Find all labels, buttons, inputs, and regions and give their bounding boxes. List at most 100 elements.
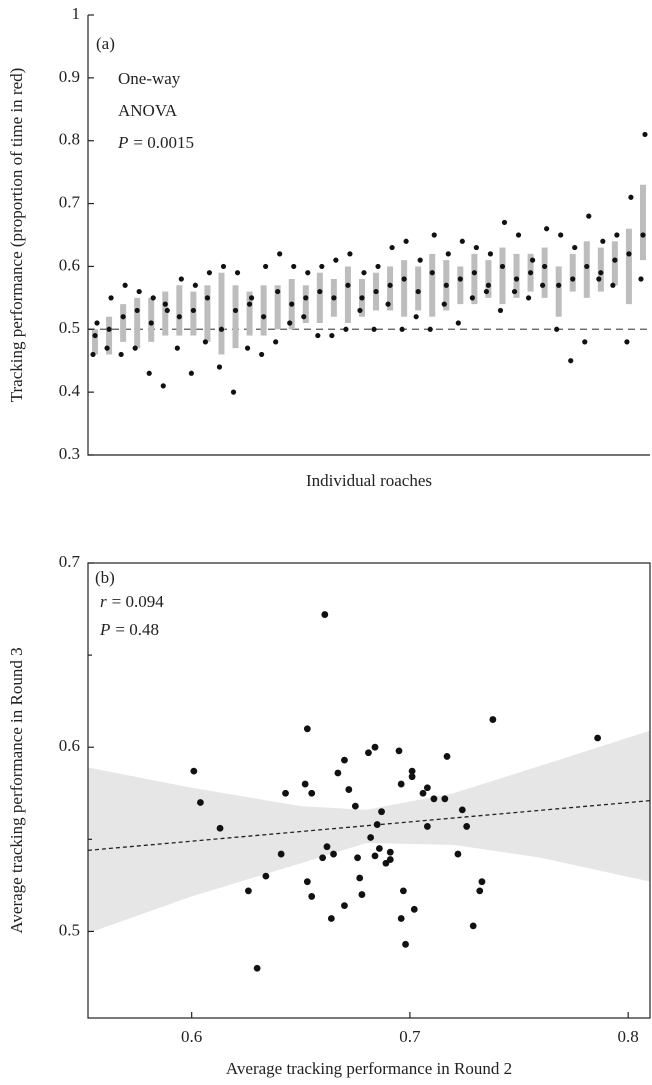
data-point [544, 226, 550, 232]
data-point [401, 276, 407, 282]
range-bar [583, 241, 590, 298]
data-point [413, 314, 419, 320]
data-point [136, 288, 142, 295]
y-tick-label: 0.7 [59, 192, 81, 211]
data-point [341, 756, 348, 764]
data-point [303, 725, 311, 733]
data-point [345, 282, 351, 288]
data-point [540, 282, 546, 288]
data-point [319, 854, 327, 862]
data-point [419, 789, 427, 797]
data-point [190, 767, 198, 775]
data-point [458, 806, 466, 814]
data-point [612, 257, 618, 263]
data-point [291, 263, 297, 270]
data-point [150, 295, 156, 301]
data-point [397, 780, 405, 788]
data-point [358, 891, 366, 898]
data-point [327, 915, 335, 922]
range-bar [625, 228, 632, 305]
range-bar [148, 297, 155, 342]
data-point [305, 270, 311, 276]
range-bar [218, 272, 225, 355]
x-tick-label: 0.6 [181, 1027, 202, 1046]
data-point [402, 940, 409, 948]
stat-value: = 0.094 [112, 592, 165, 611]
data-point [511, 288, 518, 295]
range-bar [302, 285, 309, 323]
data-point [497, 307, 504, 314]
data-point [301, 314, 307, 320]
data-point [529, 257, 536, 263]
stat-text: P = 0.0015 [117, 133, 194, 152]
data-point [642, 131, 648, 138]
y-tick-label: 0.9 [59, 67, 80, 86]
data-point [330, 850, 337, 858]
data-point [459, 238, 465, 244]
data-point [333, 257, 339, 263]
y-tick-label: 0.5 [59, 920, 80, 939]
confidence-band [88, 730, 650, 934]
data-point [365, 749, 372, 757]
data-point [387, 282, 393, 288]
range-bar [471, 253, 478, 305]
data-point [108, 295, 114, 301]
data-point [427, 326, 433, 332]
data-point [525, 295, 532, 301]
data-point [371, 326, 377, 332]
range-bar [611, 241, 618, 286]
data-point [148, 320, 154, 326]
data-point [610, 282, 616, 288]
data-point [542, 263, 548, 270]
data-point [178, 276, 184, 282]
data-point [568, 358, 574, 364]
y-tick-label: 0.5 [59, 318, 80, 337]
range-bar [457, 266, 464, 305]
range-bar [120, 304, 127, 342]
x-axis-label: Individual roaches [306, 471, 432, 490]
data-point [527, 270, 534, 276]
data-point [487, 251, 494, 257]
data-point [359, 295, 365, 301]
data-point [248, 295, 255, 301]
data-point [582, 339, 588, 345]
data-point [202, 339, 209, 345]
x-tick-label: 0.7 [399, 1027, 421, 1046]
data-point [323, 843, 331, 851]
stat-value: = 0.48 [115, 620, 159, 639]
panel-label: (a) [96, 34, 115, 53]
data-point [614, 232, 620, 238]
data-point [423, 784, 431, 792]
data-point [308, 789, 316, 797]
data-point [501, 219, 508, 226]
data-point [94, 320, 100, 326]
range-bar [429, 253, 436, 317]
stat-symbol: P [99, 620, 110, 639]
data-point [164, 307, 170, 314]
data-point [399, 326, 405, 332]
data-point [334, 769, 342, 777]
data-point [275, 288, 281, 295]
data-point [375, 845, 383, 852]
annotation: One-way [118, 69, 181, 88]
y-axis-label: Tracking performance (proportion of time… [7, 68, 26, 403]
data-point [301, 780, 309, 788]
range-bar [639, 184, 646, 261]
data-point [160, 383, 166, 389]
data-point [445, 251, 451, 257]
data-point [192, 282, 198, 288]
range-bar [162, 291, 169, 336]
data-point [483, 288, 490, 295]
data-point [263, 263, 269, 270]
data-point [246, 301, 253, 307]
stat-text: P = 0.48 [99, 620, 159, 639]
data-point [347, 251, 353, 257]
data-point [455, 320, 461, 326]
data-point [596, 276, 602, 282]
data-point [303, 295, 309, 301]
data-point [216, 824, 224, 832]
data-point [397, 915, 405, 922]
range-bar [415, 266, 422, 311]
data-point [303, 878, 311, 886]
